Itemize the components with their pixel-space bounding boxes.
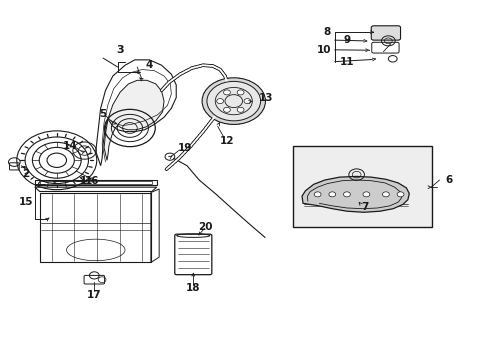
Text: 16: 16 xyxy=(85,176,100,186)
Text: 20: 20 xyxy=(198,222,212,231)
Text: 1: 1 xyxy=(80,176,87,186)
Circle shape xyxy=(202,78,265,125)
Text: 14: 14 xyxy=(62,141,77,151)
Circle shape xyxy=(396,192,403,197)
Circle shape xyxy=(314,192,321,197)
Text: 11: 11 xyxy=(339,57,353,67)
Circle shape xyxy=(237,90,244,95)
Text: 18: 18 xyxy=(185,283,200,293)
Text: 10: 10 xyxy=(316,45,330,55)
FancyBboxPatch shape xyxy=(293,146,431,226)
Circle shape xyxy=(206,81,260,121)
Circle shape xyxy=(244,99,250,104)
Circle shape xyxy=(215,87,252,115)
Text: 7: 7 xyxy=(361,202,368,212)
Circle shape xyxy=(216,99,223,104)
Text: 8: 8 xyxy=(323,27,330,37)
Text: 3: 3 xyxy=(116,45,124,55)
Text: 5: 5 xyxy=(99,109,106,120)
Circle shape xyxy=(362,192,369,197)
Text: 15: 15 xyxy=(19,197,33,207)
Text: 12: 12 xyxy=(220,136,234,145)
Circle shape xyxy=(382,192,388,197)
Text: 2: 2 xyxy=(22,168,30,179)
Circle shape xyxy=(328,192,335,197)
Text: 17: 17 xyxy=(87,290,102,300)
Text: 4: 4 xyxy=(145,59,153,69)
FancyBboxPatch shape xyxy=(370,26,400,40)
Circle shape xyxy=(343,192,349,197)
Text: 9: 9 xyxy=(343,35,350,45)
Circle shape xyxy=(223,90,230,95)
Circle shape xyxy=(223,107,230,112)
Circle shape xyxy=(237,107,244,112)
Text: 13: 13 xyxy=(259,93,273,103)
Text: 19: 19 xyxy=(178,143,192,153)
Polygon shape xyxy=(104,80,163,160)
Polygon shape xyxy=(302,176,408,212)
Text: 6: 6 xyxy=(445,175,452,185)
